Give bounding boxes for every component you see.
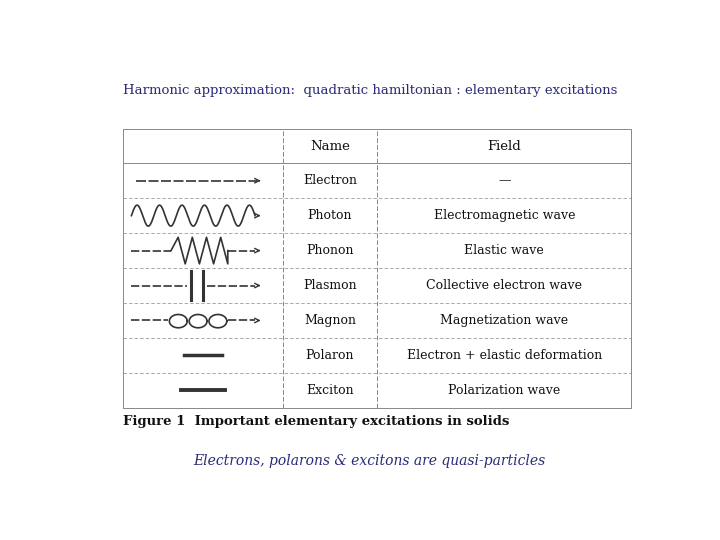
Text: Electromagnetic wave: Electromagnetic wave (433, 209, 575, 222)
Text: Polaron: Polaron (306, 349, 354, 362)
Text: Magnon: Magnon (304, 314, 356, 327)
Text: Polarization wave: Polarization wave (448, 384, 560, 397)
Text: Exciton: Exciton (306, 384, 354, 397)
Text: Harmonic approximation:  quadratic hamiltonian : elementary excitations: Harmonic approximation: quadratic hamilt… (124, 84, 618, 97)
Text: Photon: Photon (307, 209, 352, 222)
Text: Elastic wave: Elastic wave (464, 244, 544, 257)
Text: Electron: Electron (303, 174, 357, 187)
Text: Magnetization wave: Magnetization wave (440, 314, 568, 327)
Bar (124, 129, 631, 408)
Text: Collective electron wave: Collective electron wave (426, 279, 582, 292)
Text: Figure 1  Important elementary excitations in solids: Figure 1 Important elementary excitation… (124, 415, 510, 428)
Text: Electron + elastic deformation: Electron + elastic deformation (407, 349, 602, 362)
Text: Phonon: Phonon (306, 244, 354, 257)
Text: Plasmon: Plasmon (303, 279, 356, 292)
Text: Name: Name (310, 140, 350, 153)
Text: —: — (498, 174, 510, 187)
Text: Electrons, polarons & excitons are quasi-particles: Electrons, polarons & excitons are quasi… (193, 454, 545, 468)
Text: Field: Field (487, 140, 521, 153)
